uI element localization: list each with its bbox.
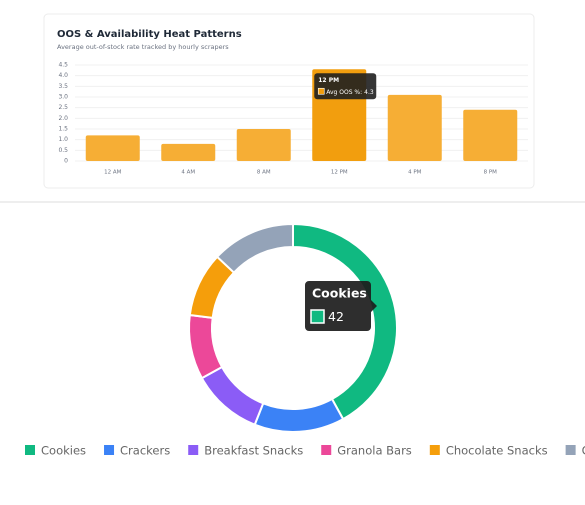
y-tick-label: 3.5 bbox=[58, 83, 68, 90]
tooltip-box bbox=[314, 73, 377, 100]
x-tick-label: 12 PM bbox=[331, 170, 348, 176]
bar bbox=[85, 135, 140, 161]
legend-swatch bbox=[565, 445, 576, 455]
tooltip-swatch bbox=[317, 87, 325, 95]
chart-title: OOS & Availability Heat Patterns bbox=[57, 29, 242, 40]
legend-swatch bbox=[104, 445, 115, 455]
y-tick-label: 2.5 bbox=[58, 104, 68, 111]
y-tick-label: 4.0 bbox=[58, 72, 68, 79]
tooltip-series: Avg OOS %: bbox=[326, 88, 362, 95]
chart-subtitle: Average out-of-stock rate tracked by hou… bbox=[57, 43, 229, 51]
bar bbox=[387, 94, 442, 161]
doughnut-segment bbox=[200, 365, 265, 426]
legend-swatch bbox=[188, 445, 199, 455]
tooltip-label: Avg OOS %: 4.3 bbox=[326, 88, 374, 95]
legend-label: Chocolate Snacks bbox=[446, 444, 548, 458]
x-tick-label: 4 AM bbox=[181, 170, 195, 176]
legend-swatch bbox=[25, 445, 35, 455]
legend-label: Granola Bars bbox=[337, 444, 412, 458]
tooltip-swatch bbox=[310, 309, 325, 324]
bar bbox=[236, 129, 291, 161]
tooltip-value: 4.3 bbox=[364, 88, 374, 95]
y-tick-label: 1.0 bbox=[58, 136, 68, 143]
y-tick-label: 3.0 bbox=[58, 94, 68, 101]
tooltip: Cookies 42 bbox=[305, 281, 377, 331]
tooltip-value: 42 bbox=[328, 309, 344, 324]
bar bbox=[161, 143, 216, 161]
x-tick-label: 8 AM bbox=[257, 170, 271, 176]
x-tick-label: 12 AM bbox=[104, 170, 122, 176]
legend-swatch bbox=[429, 445, 440, 455]
legend-label: Crackers bbox=[120, 444, 170, 458]
legend-label: Breakfast Snacks bbox=[204, 444, 303, 458]
legend-label: Others bbox=[582, 444, 585, 458]
x-tick-label: 8 PM bbox=[484, 170, 498, 176]
doughnut-segment bbox=[253, 397, 345, 433]
y-tick-label: 1.5 bbox=[58, 126, 68, 133]
bar-card bbox=[43, 13, 535, 189]
tooltip-title: 12 PM bbox=[318, 77, 339, 84]
y-tick-label: 4.5 bbox=[58, 62, 68, 69]
legend-label: Cookies bbox=[41, 444, 86, 458]
doughnut-segment bbox=[188, 313, 224, 380]
y-tick-label: 0.5 bbox=[58, 147, 68, 154]
legend-swatch bbox=[321, 445, 332, 455]
tooltip-title: Cookies bbox=[312, 286, 367, 301]
x-tick-label: 4 PM bbox=[408, 170, 422, 176]
y-tick-label: 0 bbox=[64, 158, 68, 165]
tooltip: 12 PM Avg OOS %: 4.3 bbox=[314, 73, 377, 100]
bar bbox=[463, 109, 518, 161]
doughnut-segment bbox=[215, 222, 294, 274]
y-tick-label: 2.0 bbox=[58, 115, 68, 122]
